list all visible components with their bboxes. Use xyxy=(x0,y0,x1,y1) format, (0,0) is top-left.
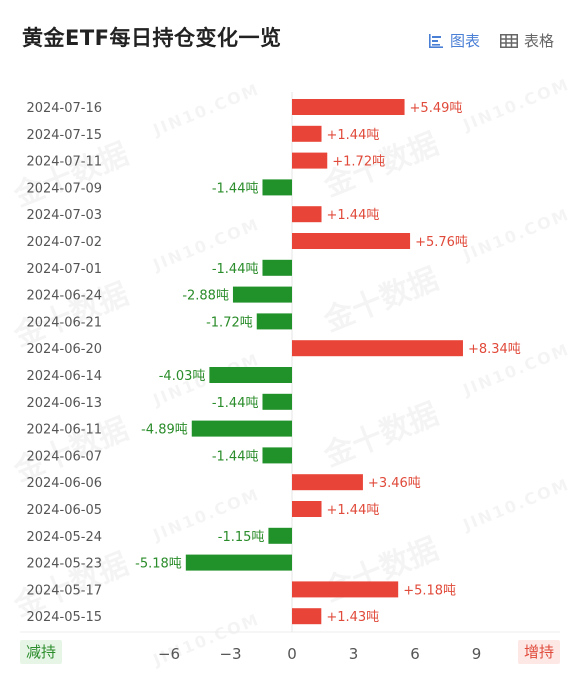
negative-bar xyxy=(262,259,292,276)
category-label: 2024-06-06 xyxy=(26,476,102,491)
bar-value-label: +1.72吨 xyxy=(332,155,385,170)
increase-holdings-label: 增持 xyxy=(518,640,561,664)
bar-value-label: +5.49吨 xyxy=(410,101,463,116)
positive-bar xyxy=(292,581,399,598)
table-grid-icon xyxy=(500,33,518,48)
bar-value-label: -2.88吨 xyxy=(182,289,229,304)
category-label: 2024-07-11 xyxy=(26,155,102,170)
bar-value-label: +1.44吨 xyxy=(327,208,380,223)
category-label: 2024-06-14 xyxy=(26,369,102,384)
chart-title: 黄金ETF每日持仓变化一览 xyxy=(22,26,282,50)
bar-value-label: +1.44吨 xyxy=(327,503,380,518)
bar-value-label: -4.89吨 xyxy=(141,423,188,438)
category-label: 2024-07-03 xyxy=(26,208,102,223)
bar-value-label: +8.34吨 xyxy=(468,342,521,357)
negative-bar xyxy=(232,286,292,303)
category-label: 2024-07-15 xyxy=(26,128,102,143)
negative-bar xyxy=(191,420,292,437)
bar-value-label: +3.46吨 xyxy=(368,476,421,491)
bar-value-label: +1.44吨 xyxy=(327,128,380,143)
reduce-holdings-label: 减持 xyxy=(20,640,63,664)
category-label: 2024-07-01 xyxy=(26,262,102,277)
negative-bar xyxy=(209,367,292,383)
x-tick-label: 0 xyxy=(287,645,297,663)
bar-value-label: -4.03吨 xyxy=(159,369,206,384)
chart-view-label: 图表 xyxy=(450,32,481,50)
positive-bar xyxy=(292,501,322,517)
chart-view-toggle[interactable]: 图表 xyxy=(428,30,480,51)
bar-value-label: -1.44吨 xyxy=(212,262,259,277)
x-tick-label: 9 xyxy=(472,645,482,663)
x-tick-label: −3 xyxy=(219,645,241,663)
bar-value-label: -1.44吨 xyxy=(212,396,259,411)
category-label: 2024-06-07 xyxy=(26,449,102,464)
bar-value-label: +5.76吨 xyxy=(415,235,468,250)
bar-value-label: -1.44吨 xyxy=(212,449,259,464)
category-label: 2024-06-05 xyxy=(26,503,102,518)
bar-value-label: -1.44吨 xyxy=(212,181,259,196)
category-label: 2024-06-20 xyxy=(26,342,102,357)
category-label: 2024-06-13 xyxy=(26,396,102,411)
category-label: 2024-06-24 xyxy=(26,289,102,304)
positive-bar xyxy=(292,99,405,115)
positive-bar xyxy=(292,608,322,625)
positive-bar xyxy=(292,233,411,249)
bar-chart-icon xyxy=(429,33,443,48)
bar-value-label: -5.18吨 xyxy=(135,557,182,572)
negative-bar xyxy=(262,393,292,410)
table-view-label: 表格 xyxy=(524,32,555,50)
bar-value-label: -1.72吨 xyxy=(206,315,253,330)
bar-value-label: +1.43吨 xyxy=(326,610,379,625)
category-label: 2024-07-16 xyxy=(26,101,102,116)
category-label: 2024-06-11 xyxy=(26,423,102,438)
bar-value-label: +5.18吨 xyxy=(403,583,456,598)
category-label: 2024-06-21 xyxy=(26,315,102,330)
negative-bar xyxy=(262,179,292,196)
negative-bar xyxy=(268,527,292,544)
negative-bar xyxy=(262,447,292,464)
x-tick-label: −6 xyxy=(158,645,180,663)
x-tick-label: 6 xyxy=(410,645,420,663)
category-label: 2024-07-09 xyxy=(26,181,102,196)
category-label: 2024-05-17 xyxy=(26,583,102,598)
negative-bar xyxy=(185,554,292,571)
negative-bar xyxy=(256,313,292,330)
bar-value-label: -1.15吨 xyxy=(218,530,265,545)
positive-bar xyxy=(292,125,322,142)
category-label: 2024-05-15 xyxy=(26,610,102,625)
category-label: 2024-05-24 xyxy=(26,530,102,545)
x-tick-label: 3 xyxy=(349,645,359,663)
positive-bar xyxy=(292,340,463,357)
positive-bar xyxy=(292,152,328,169)
category-label: 2024-05-23 xyxy=(26,557,102,572)
table-view-toggle[interactable]: 表格 xyxy=(500,30,554,51)
positive-bar xyxy=(292,206,322,223)
category-label: 2024-07-02 xyxy=(26,235,102,250)
positive-bar xyxy=(292,474,363,491)
